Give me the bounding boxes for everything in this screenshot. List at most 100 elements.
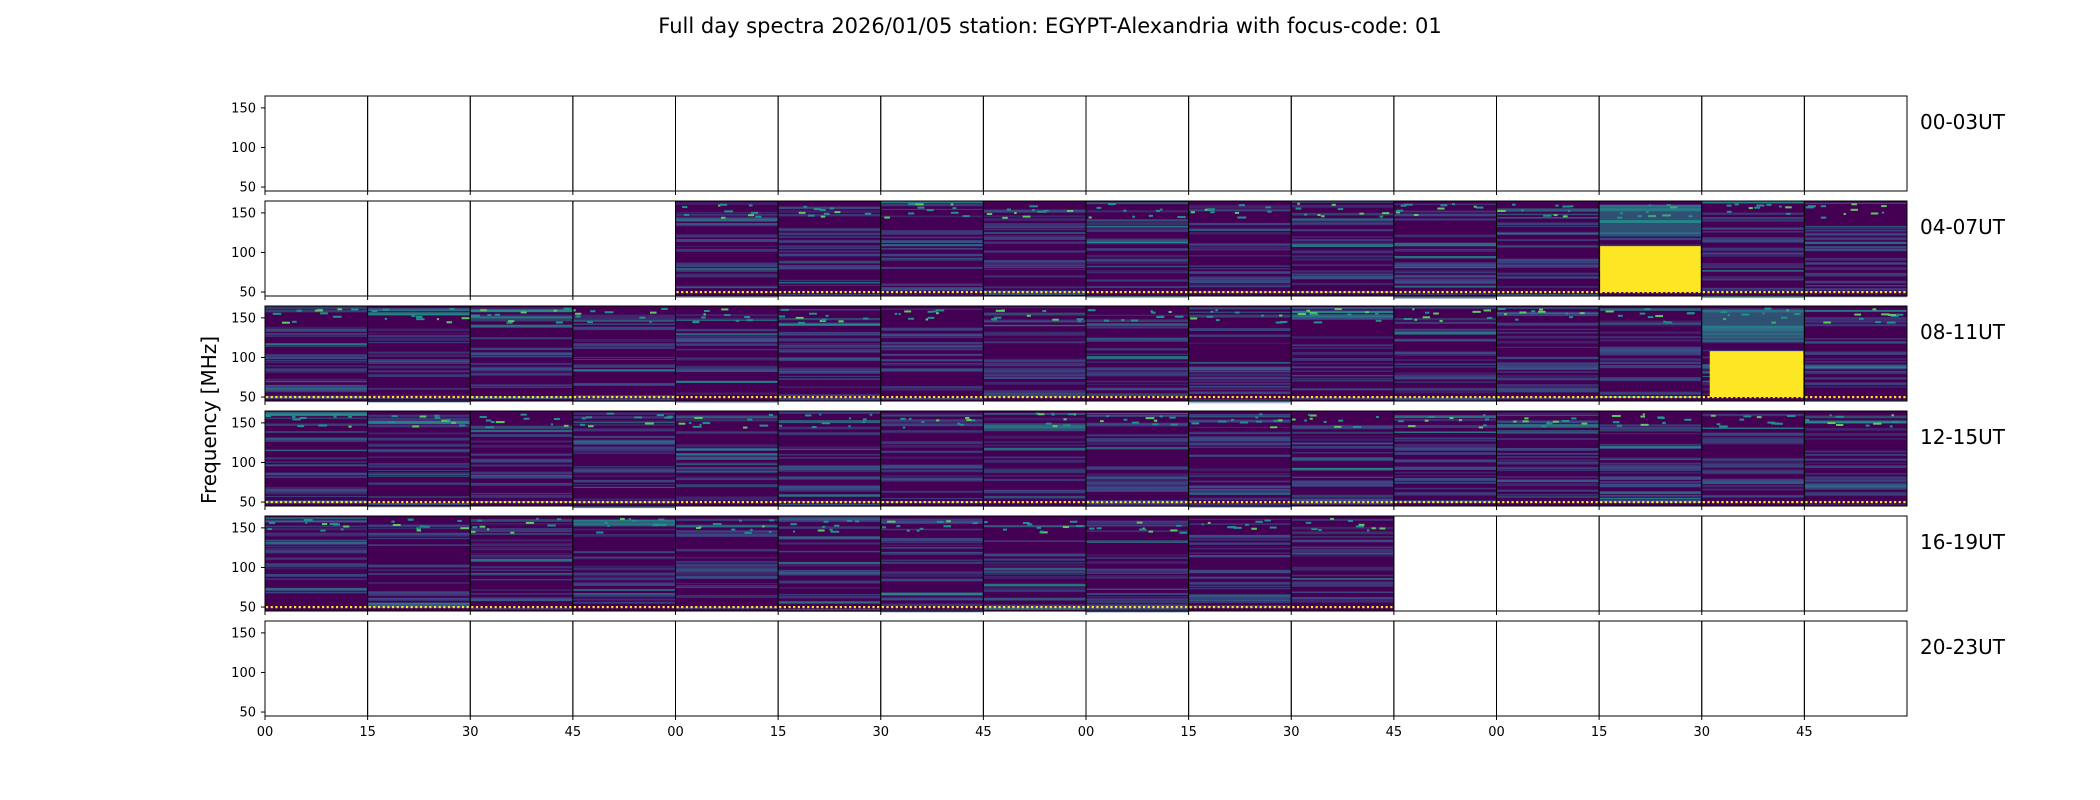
baseline-marker [737,291,740,294]
panel-frame [1290,95,1395,192]
baseline-marker [830,396,833,399]
interference-spot [778,424,783,427]
baseline-marker [937,606,940,609]
interference-spot [1076,318,1084,321]
interference-spot [1889,425,1893,428]
baseline-marker [541,501,544,504]
frequency-band [675,267,779,271]
frequency-band [1086,225,1189,227]
interference-spot [1190,211,1195,214]
frequency-band [1291,388,1394,391]
frequency-band [1086,571,1189,575]
interference-spot [320,529,326,532]
interference-spot [1829,414,1832,417]
interference-spot [1155,209,1161,212]
frequency-band [983,495,1086,498]
frequency-band [367,482,471,485]
baseline-marker [1712,291,1715,294]
baseline-marker [1492,396,1496,399]
frequency-band [675,448,779,451]
baseline-marker [1203,396,1206,399]
panel-frame [1803,95,1908,192]
frequency-band [1393,331,1497,335]
interference-spot [834,211,841,214]
baseline-marker [317,396,320,399]
baseline-marker [970,291,973,294]
frequency-band [880,283,984,286]
frequency-band [265,500,368,503]
interference-spot [1440,204,1448,207]
interference-spot [1663,320,1666,323]
frequency-band [1804,370,1907,373]
panel-frame [1393,95,1497,192]
frequency-band [675,218,779,222]
spectrogram-panel [1393,410,1497,510]
baseline-marker [419,501,423,504]
frequency-band [1188,414,1292,416]
spectrogram-panel [1496,95,1600,195]
interference-spot [1374,312,1379,315]
interference-spot [1267,210,1272,213]
baseline-marker [1894,396,1897,399]
frequency-band [675,595,779,598]
baseline-marker [1782,501,1785,504]
interference-spot [1472,310,1481,313]
frequency-band [1188,335,1292,337]
baseline-marker [1604,396,1607,399]
interference-spot [587,321,593,324]
frequency-band [1496,340,1600,344]
baseline-marker [727,396,731,399]
interference-spot [1881,211,1884,214]
baseline-marker [779,501,782,504]
baseline-marker [1175,606,1178,609]
spectrogram-panel [469,515,574,615]
frequency-band [675,586,779,589]
baseline-marker [289,501,292,504]
interference-spot [1045,422,1052,425]
baseline-marker [1558,291,1561,294]
baseline-marker [1217,501,1220,504]
frequency-band [470,475,573,479]
baseline-marker [1259,396,1262,399]
frequency-band [1291,263,1394,266]
frequency-band [1393,234,1497,238]
frequency-band [470,555,573,558]
interference-spot [487,528,490,531]
spectrogram-panel [1290,515,1395,615]
baseline-marker [909,396,912,399]
baseline-marker [1651,501,1654,504]
frequency-band [1086,415,1189,417]
frequency-band [265,533,368,537]
frequency-band [1599,497,1702,499]
frequency-band [675,607,779,610]
frequency-band [778,337,881,341]
interference-spot [1408,425,1416,428]
frequency-band [675,333,779,336]
frequency-band [470,494,573,498]
frequency-band [1188,414,1292,418]
frequency-band [675,476,779,480]
frequency-band [265,489,368,493]
frequency-band [1701,279,1805,281]
baseline-marker [1422,291,1426,294]
frequency-band [675,319,779,321]
baseline-marker [1166,291,1169,294]
frequency-band [1291,370,1394,372]
spectrogram-panel [1496,620,1600,720]
baseline-marker [1735,291,1738,294]
frequency-band [675,572,779,575]
baseline-marker [1138,501,1141,504]
interference-spot [821,318,827,321]
baseline-marker [485,606,488,609]
frequency-band [1188,594,1292,598]
baseline-marker [266,396,269,399]
baseline-marker [1231,606,1234,609]
interference-spot [1484,418,1489,421]
baseline-marker [1646,291,1649,294]
frequency-band [778,488,881,491]
frequency-band [983,525,1086,527]
frequency-band [1086,242,1189,245]
interference-spot [1807,205,1816,208]
interference-spot [1311,528,1318,531]
interference-spot [1206,315,1214,318]
